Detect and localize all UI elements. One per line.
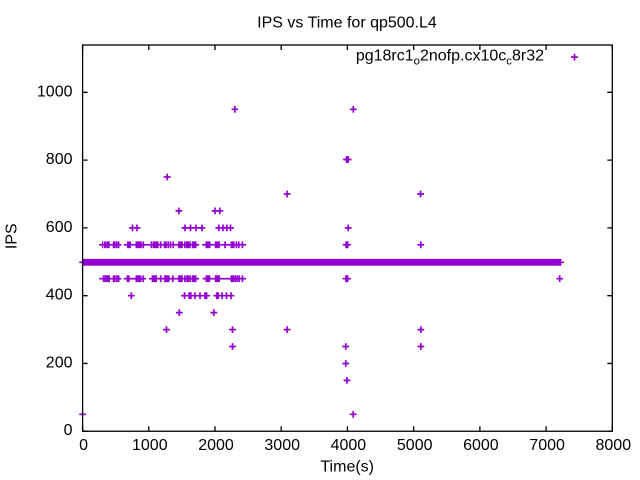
svg-text:0: 0 [79,437,88,454]
svg-text:Time(s): Time(s) [320,459,374,476]
svg-text:8000: 8000 [596,437,632,454]
svg-text:200: 200 [46,355,73,372]
svg-text:5000: 5000 [397,437,433,454]
svg-text:1000: 1000 [132,437,168,454]
svg-text:IPS vs Time for qp500.L4: IPS vs Time for qp500.L4 [257,14,437,31]
svg-text:800: 800 [46,151,73,168]
svg-text:pg18rc1o2nofp.cx10cc8r32: pg18rc1o2nofp.cx10cc8r32 [356,48,544,68]
svg-text:400: 400 [46,287,73,304]
svg-text:1000: 1000 [37,83,73,100]
svg-text:3000: 3000 [264,437,300,454]
svg-text:6000: 6000 [463,437,499,454]
svg-text:IPS: IPS [4,223,21,249]
svg-text:600: 600 [46,219,73,236]
svg-text:7000: 7000 [529,437,565,454]
svg-text:2000: 2000 [198,437,234,454]
svg-text:0: 0 [64,422,73,439]
svg-text:4000: 4000 [331,437,367,454]
